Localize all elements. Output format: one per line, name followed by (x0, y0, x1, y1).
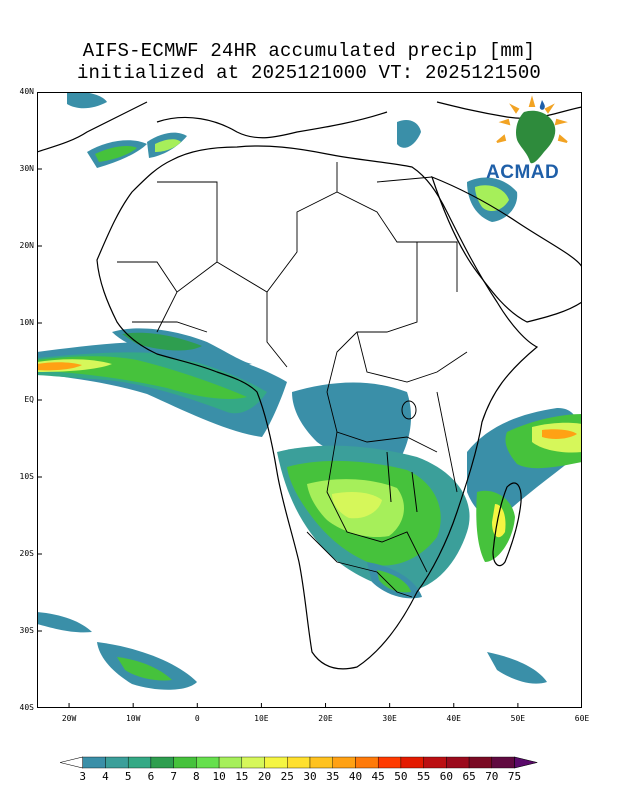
lat-tick-label: 30N (19, 164, 34, 173)
colorbar-bin (423, 756, 447, 769)
lat-tick-label: EQ (24, 395, 34, 404)
lon-tick-label: 50E (510, 714, 526, 723)
colorbar-bin (355, 756, 379, 769)
colorbar-label: 6 (147, 770, 155, 783)
colorbar-bin (446, 756, 470, 769)
colorbar-bin (150, 756, 174, 769)
lon-tick-marks (68, 703, 583, 708)
colorbar-bin (491, 756, 515, 769)
lon-tick-label: 30E (382, 714, 397, 723)
colorbar-label: 7 (170, 770, 177, 783)
lat-tick-label: 20S (19, 549, 34, 558)
colorbar-bin (332, 756, 356, 769)
lat-tick-label: 10N (19, 318, 34, 327)
colorbar-label: 55 (417, 770, 431, 783)
lon-tick-label: 40E (446, 714, 461, 723)
colorbar-min-arrow (60, 756, 84, 769)
colorbar-label: 30 (303, 770, 317, 783)
lon-tick-label: 0 (194, 714, 200, 723)
acmad-logo: ACMAD (482, 94, 582, 186)
colorbar-label: 8 (193, 770, 200, 783)
colorbar-label: 75 (507, 770, 522, 783)
colorbar-label: 40 (348, 770, 363, 783)
colorbar-label: 5 (124, 770, 132, 783)
colorbar-label: 4 (102, 770, 109, 783)
colorbar-max-arrow (514, 756, 538, 769)
lakes (386, 400, 418, 513)
colorbar-bin (105, 756, 129, 769)
colorbar-bin (468, 756, 493, 769)
coastline (36, 101, 583, 670)
colorbar-label: 25 (280, 770, 294, 783)
lon-tick-label: 60E (574, 714, 590, 723)
lon-tick-label: 10E (254, 714, 269, 723)
acmad-logo-text: ACMAD (486, 162, 560, 183)
lon-tick-label: 20E (318, 714, 333, 723)
colorbar-label: 60 (439, 770, 453, 783)
country-borders (117, 162, 468, 598)
lat-tick-label: 30S (19, 626, 34, 635)
colorbar-bin (264, 756, 288, 769)
map-title-line2: initialized at 2025121000 VT: 2025121500 (76, 62, 542, 84)
lat-tick-label: 40S (19, 703, 34, 712)
colorbar-svg (60, 756, 538, 769)
colorbar-bin (218, 756, 243, 769)
precip-map: ACMAD (36, 91, 583, 709)
colorbar-label: 20 (257, 770, 272, 783)
colorbar-labels: 3 4 5 6 7 8 10 15 20 25 30 35 40 45 50 55 60 65 70 75 (60, 770, 560, 784)
colorbar-label: 3 (79, 770, 87, 783)
lon-tick-label: 10W (125, 714, 141, 723)
colorbar-bin (400, 756, 424, 769)
colorbar-label: 50 (394, 770, 408, 783)
lat-tick-label: 40N (19, 87, 34, 96)
acmad-africa-sun-logo-icon (496, 95, 568, 164)
colorbar-bin (241, 756, 265, 769)
colorbar-label: 10 (212, 770, 226, 783)
colorbar-bin (309, 756, 333, 769)
colorbar-label: 45 (371, 770, 385, 783)
lat-tick-label: 20N (19, 241, 34, 250)
colorbar-bin (377, 756, 402, 769)
colorbar-bin (287, 756, 311, 769)
colorbar-bin (173, 756, 197, 769)
map-canvas (36, 91, 583, 709)
colorbar-label: 35 (326, 770, 340, 783)
colorbar-label: 70 (485, 770, 499, 783)
lat-tick-label: 10S (19, 472, 34, 481)
colorbar-label: 65 (462, 770, 476, 783)
map-title-line1: AIFS-ECMWF 24HR accumulated precip [mm] (82, 40, 536, 62)
colorbar-bin (127, 756, 152, 769)
precip-shading (37, 91, 582, 690)
colorbar-bin (82, 756, 106, 769)
colorbar-bin (196, 756, 220, 769)
colorbar-label: 15 (235, 770, 249, 783)
lon-tick-label: 20W (61, 714, 77, 723)
